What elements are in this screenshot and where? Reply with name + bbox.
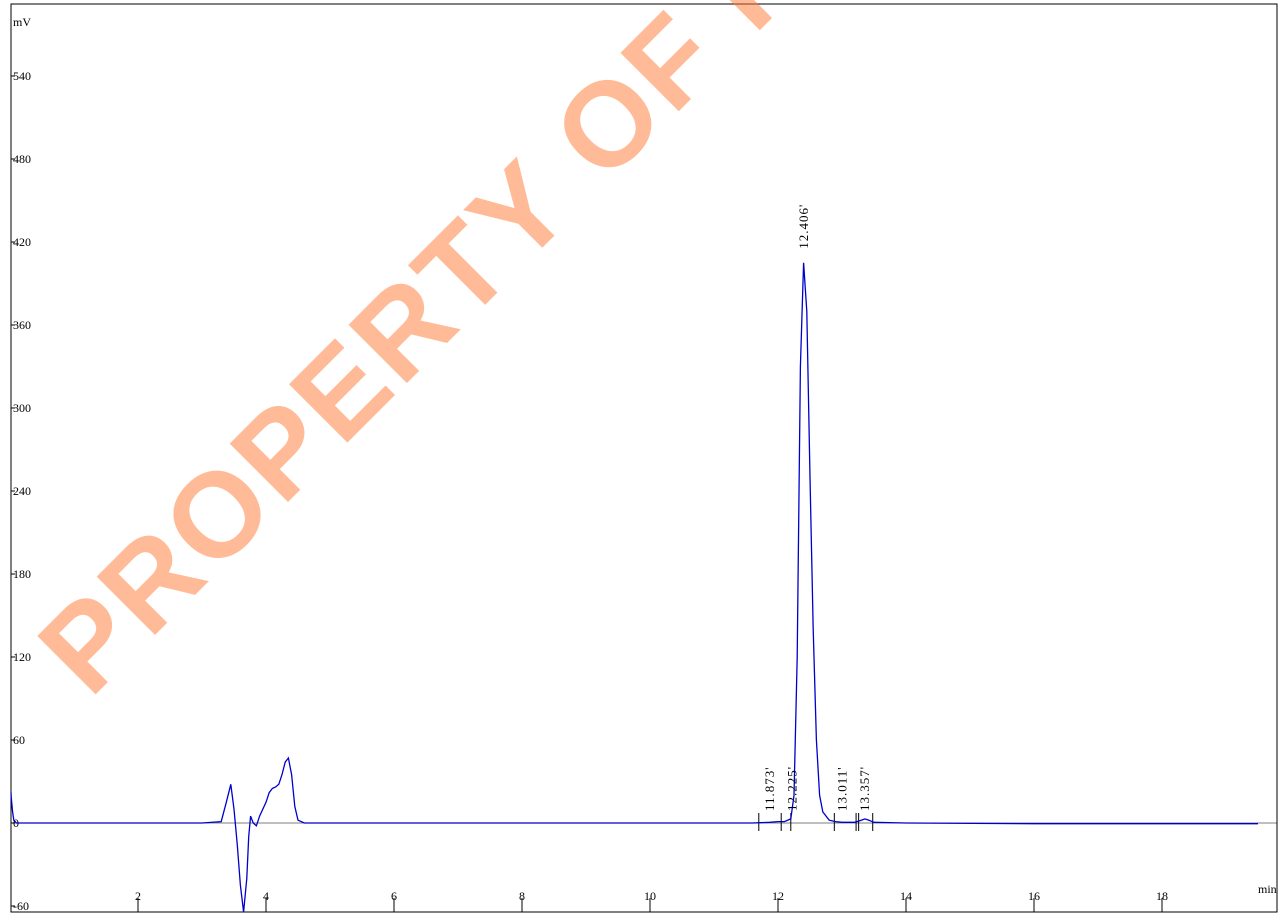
y-tick-label: 300 xyxy=(13,401,31,415)
watermark-text: PROPERTY OF PEPTIDES xyxy=(14,0,1215,718)
y-axis-label: mV xyxy=(13,15,31,29)
y-tick-label: 480 xyxy=(13,152,31,166)
peak-label: 11.873' xyxy=(762,766,777,811)
x-tick-label: 14 xyxy=(900,889,912,903)
plot-frame xyxy=(10,3,1278,913)
y-tick-label: 240 xyxy=(13,484,31,498)
y-tick-label: 540 xyxy=(13,69,31,83)
peak-label: 13.357' xyxy=(857,766,872,811)
x-tick-label: 18 xyxy=(1156,889,1168,903)
peak-label: 12.406' xyxy=(796,204,811,249)
x-axis: 2 4 6 8 10 12 14 16 18 xyxy=(135,889,1168,912)
y-tick-label: 360 xyxy=(13,318,31,332)
y-tick-label: 120 xyxy=(13,650,31,664)
x-tick-label: 16 xyxy=(1028,889,1040,903)
watermark: PROPERTY OF PEPTIDES xyxy=(14,0,1215,718)
y-tick-label: 420 xyxy=(13,235,31,249)
x-tick-label: 10 xyxy=(644,889,656,903)
peak-labels: 11.873' 12.225' 12.406' 13.011' 13.357' xyxy=(762,204,872,811)
x-tick-label: 6 xyxy=(391,889,397,903)
y-tick-label: -60 xyxy=(13,899,29,913)
y-tick-label: 180 xyxy=(13,567,31,581)
x-tick-label: 12 xyxy=(772,889,784,903)
peak-label: 13.011' xyxy=(835,766,850,811)
x-tick-label: 8 xyxy=(519,889,525,903)
chromatogram-trace xyxy=(10,262,1258,913)
y-tick-label: 60 xyxy=(13,733,25,747)
x-axis-label: min xyxy=(1258,882,1277,896)
peak-label: 12.225' xyxy=(784,766,799,811)
x-tick-label: 4 xyxy=(263,889,269,903)
x-tick-label: 2 xyxy=(135,889,141,903)
